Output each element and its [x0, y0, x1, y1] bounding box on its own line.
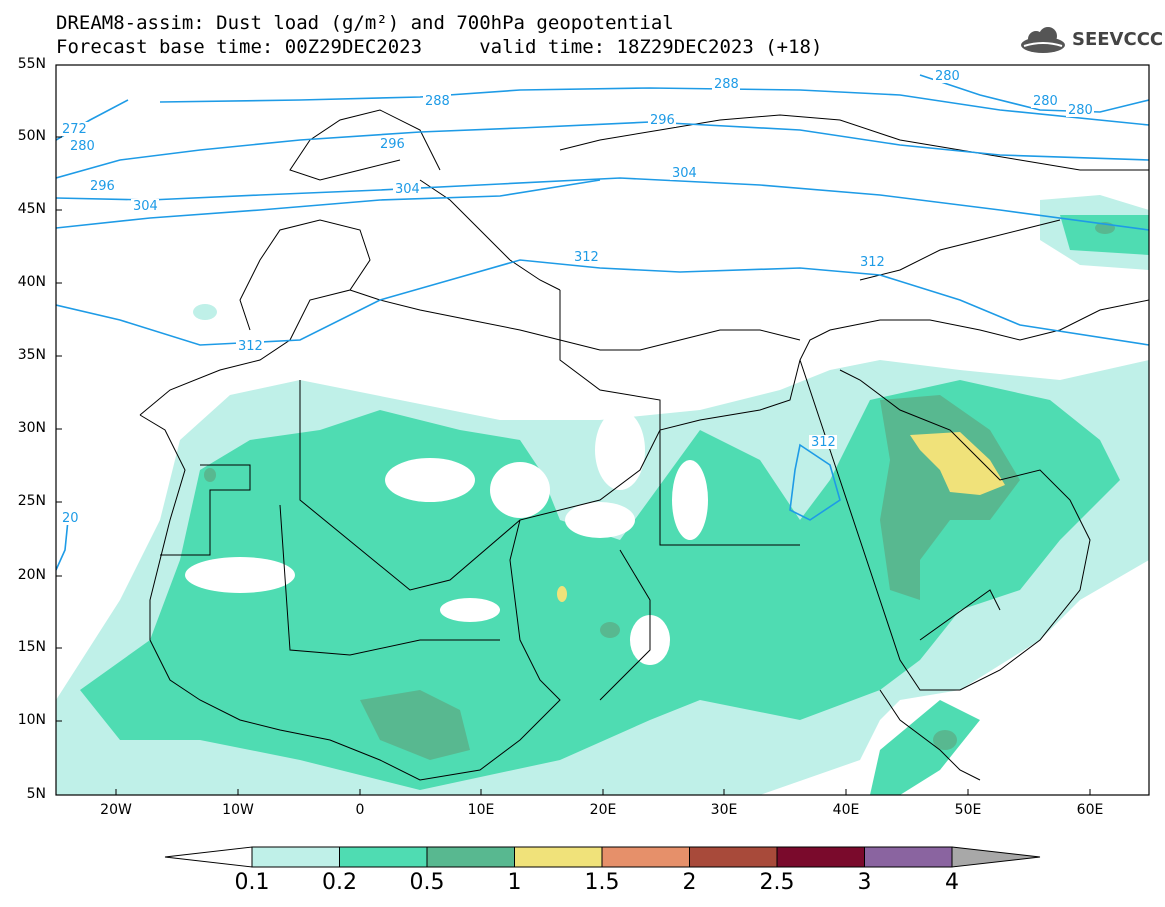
colorbar-tick-label: 3 [857, 870, 872, 895]
lat-label: 20N [17, 567, 46, 583]
lon-label: 60E [1076, 802, 1104, 818]
contour-label: 312 [238, 339, 263, 354]
lat-label: 55N [17, 56, 46, 72]
colorbar-segment [776, 846, 865, 868]
contour-label: 296 [380, 137, 405, 152]
colorbar-segment [601, 846, 690, 868]
lat-label: 25N [17, 493, 46, 509]
contour-label: 280 [1033, 94, 1058, 109]
lon-label: 10E [467, 802, 495, 818]
contour-label: 20 [62, 511, 79, 526]
contour-label: 296 [90, 179, 115, 194]
contour-label: 280 [935, 69, 960, 84]
contour-label: 304 [395, 182, 420, 197]
seevccc-logo: SEEVCCC [1018, 26, 1163, 56]
contour-label: 296 [650, 113, 675, 128]
contour-label: 312 [811, 435, 836, 450]
axis-ticks [56, 64, 1091, 796]
cloud-icon [1021, 27, 1065, 53]
dust-layer-max [557, 432, 1005, 602]
logo-text: SEEVCCC [1072, 29, 1164, 50]
colorbar-segment [864, 846, 953, 868]
contour-label: 280 [70, 139, 95, 154]
colorbar-tick-label: 0.1 [234, 870, 270, 895]
lat-label: 35N [17, 347, 46, 363]
lat-label: 30N [17, 420, 46, 436]
contour-label: 288 [425, 94, 450, 109]
contour-labels: 288 288 296 296 296 304 304 304 312 312 312 312 280 2… [60, 69, 1094, 526]
lat-label: 15N [17, 639, 46, 655]
colorbar-tick-label: 2.5 [759, 870, 795, 895]
dust-layer-mid [80, 215, 1149, 795]
lon-label: 50E [954, 802, 982, 818]
lat-label: 10N [17, 712, 46, 728]
colorbar-tick-label: 4 [945, 870, 959, 895]
lat-label: 40N [17, 274, 46, 290]
colorbar-segment [251, 846, 340, 868]
colorbar-over [951, 846, 1041, 868]
colorbar-under [164, 846, 253, 868]
map-title: DREAM8-assim: Dust load (g/m²) and 700hP… [56, 12, 674, 34]
colorbar-tick-label: 2 [682, 870, 697, 895]
lon-label: 20W [100, 802, 132, 818]
contour-label: 288 [714, 77, 739, 92]
lon-label: 40E [832, 802, 860, 818]
lon-label: 0 [355, 802, 365, 818]
colorbar-tick-label: 0.2 [322, 870, 357, 895]
contour-label: 280 [1068, 103, 1093, 118]
lat-label: 5N [26, 786, 46, 802]
contour-label: 312 [574, 250, 599, 265]
contour-label: 304 [672, 166, 697, 181]
contour-label: 304 [133, 199, 158, 214]
colorbar-segment [426, 846, 515, 868]
colorbar-tick-label: 1.5 [584, 870, 620, 895]
colorbar-tick-label: 0.5 [409, 870, 445, 895]
colorbar-segment [514, 846, 603, 868]
lon-label: 10W [222, 802, 254, 818]
lon-label: 20E [589, 802, 617, 818]
coastlines [139, 109, 1149, 781]
colorbar-segment [689, 846, 778, 868]
colorbar-tick-label: 1 [507, 870, 522, 895]
lat-label: 45N [17, 201, 46, 217]
map-subtitle: Forecast base time: 00Z29DEC2023 valid t… [56, 36, 823, 58]
dust-gaps [185, 410, 708, 665]
colorbar [164, 846, 1041, 868]
contour-label: 272 [62, 122, 87, 137]
colorbar-segment [339, 846, 428, 868]
contour-label: 312 [860, 255, 885, 270]
lat-label: 50N [17, 128, 46, 144]
dust-layer-high [204, 222, 1115, 760]
lon-label: 30E [710, 802, 738, 818]
